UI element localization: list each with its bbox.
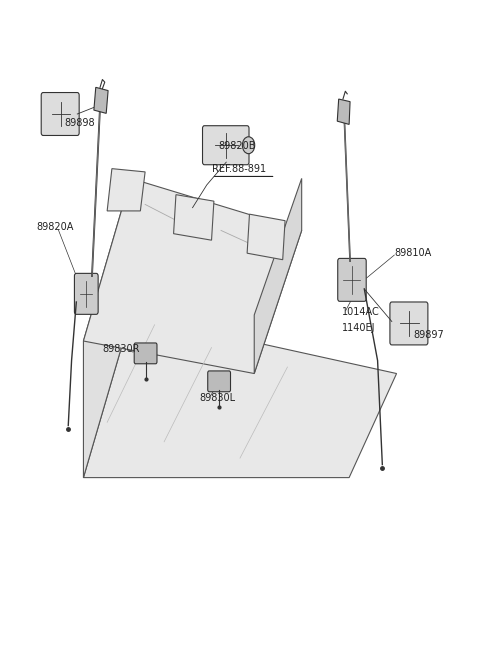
FancyBboxPatch shape [74, 274, 98, 314]
Polygon shape [174, 195, 214, 240]
Text: 89820B: 89820B [219, 141, 256, 151]
Text: 89897: 89897 [413, 329, 444, 340]
Polygon shape [84, 315, 396, 478]
FancyBboxPatch shape [203, 126, 249, 165]
FancyBboxPatch shape [134, 343, 157, 364]
Polygon shape [84, 178, 301, 373]
Polygon shape [84, 178, 131, 478]
FancyBboxPatch shape [390, 302, 428, 345]
Text: 89830R: 89830R [102, 344, 140, 354]
Polygon shape [337, 99, 350, 125]
Polygon shape [254, 178, 301, 373]
Text: 89898: 89898 [64, 118, 95, 128]
Text: 89830L: 89830L [200, 393, 236, 403]
Text: 89810A: 89810A [394, 248, 432, 258]
Circle shape [242, 136, 255, 154]
FancyBboxPatch shape [41, 92, 79, 136]
Polygon shape [94, 87, 108, 113]
Polygon shape [247, 214, 285, 260]
FancyBboxPatch shape [338, 258, 366, 301]
Text: 89820A: 89820A [36, 222, 73, 232]
Text: 1014AC: 1014AC [342, 307, 380, 317]
Polygon shape [107, 169, 145, 211]
Text: REF.88-891: REF.88-891 [212, 163, 265, 174]
Text: 1140EJ: 1140EJ [342, 323, 375, 333]
FancyBboxPatch shape [208, 371, 230, 392]
